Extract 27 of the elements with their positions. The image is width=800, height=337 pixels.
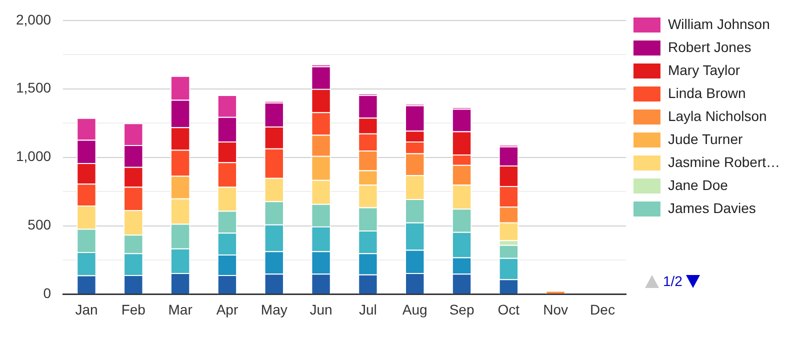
y-tick-label: 1,000 (16, 148, 52, 164)
x-tick-label: Jul (359, 301, 377, 318)
x-tick-label: Nov (543, 301, 568, 318)
legend-label: Jasmine Robert… (668, 154, 780, 170)
legend-label: Layla Nicholson (668, 108, 767, 124)
x-tick-label: May (260, 301, 288, 318)
x-tick-label: Feb (121, 301, 146, 318)
legend-label: Robert Jones (668, 38, 752, 55)
y-tick-label: 2,000 (16, 11, 52, 28)
legend-label: Jane Doe (668, 176, 728, 193)
x-tick-label: Jun (310, 301, 332, 318)
x-tick-label: Oct (498, 301, 520, 318)
x-tick-label: Dec (590, 301, 615, 318)
legend-label: William Johnson (668, 16, 770, 32)
legend-label: Mary Taylor (668, 62, 740, 78)
legend-label: James Davies (668, 200, 756, 216)
x-tick-label: Sep (449, 301, 474, 318)
x-tick-label: Jan (75, 301, 98, 318)
text: 1/2 (663, 273, 682, 289)
y-tick-label: 1,500 (16, 80, 52, 96)
x-tick-label: Mar (168, 301, 193, 318)
legend-label: Jude Turner (668, 130, 744, 147)
x-tick-label: Aug (402, 301, 428, 318)
y-tick-label: 0 (43, 285, 52, 302)
legend-label: Linda Brown (668, 84, 746, 101)
x-tick-label: Apr (216, 301, 238, 318)
y-tick-label: 500 (28, 216, 52, 233)
